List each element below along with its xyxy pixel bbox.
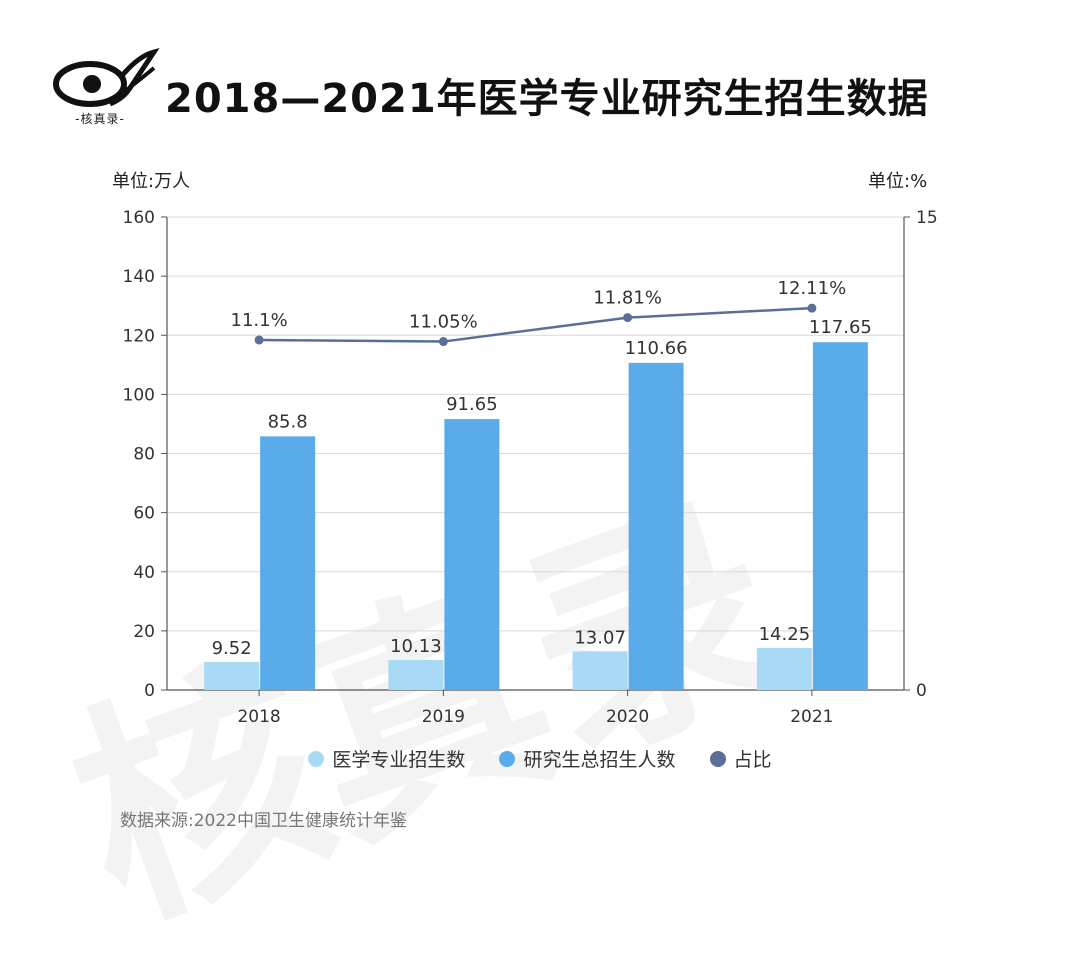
left-axis-unit: 单位:万人	[112, 171, 191, 192]
x-axis-tick-label: 2021	[790, 707, 833, 727]
left-axis-tick-label: 140	[123, 267, 155, 287]
data-label-total-2020: 110.66	[625, 338, 688, 359]
x-axis-tick-label: 2020	[606, 707, 649, 727]
left-axis-tick-label: 120	[123, 326, 155, 346]
left-axis-tick-label: 40	[133, 563, 155, 583]
chart: 0 20 40 60 80 100 120 140 160 0 15 2018 2019 2020 2021…	[123, 208, 938, 727]
bar-total-2019	[444, 419, 500, 690]
data-label-ratio-2018: 11.1%	[231, 310, 288, 331]
left-axis-tick-label: 60	[133, 504, 155, 524]
legend-swatch-medical	[308, 750, 325, 767]
ratio-point-2021	[807, 303, 817, 313]
legend-label-medical: 医学专业招生数	[332, 749, 466, 771]
legend-item-ratio: 占比	[709, 745, 772, 772]
data-label-total-2021: 117.65	[809, 317, 872, 338]
ratio-point-2020	[623, 313, 633, 323]
bar-total-2018	[260, 436, 316, 690]
right-axis-tick-label: 0	[916, 681, 927, 701]
chart-title: 2018—2021年医学专业研究生招生数据	[165, 76, 929, 122]
legend-label-total: 研究生总招生人数	[523, 749, 676, 771]
data-label-ratio-2020: 11.81%	[593, 288, 662, 309]
x-axis-tick-label: 2019	[422, 707, 465, 727]
data-label-medical-2018: 9.52	[212, 638, 252, 659]
right-axis-unit: 单位:%	[868, 171, 928, 192]
logo-icon	[53, 48, 160, 107]
data-label-medical-2020: 13.07	[574, 627, 626, 648]
bar-medical-2021	[756, 647, 812, 690]
data-label-ratio-2019: 11.05%	[409, 312, 478, 333]
data-label-total-2019: 91.65	[446, 394, 498, 415]
right-axis-tick-label: 15	[916, 208, 938, 228]
left-axis-tick-label: 20	[133, 622, 155, 642]
ratio-point-2018	[254, 335, 264, 345]
legend: 医学专业招生数 研究生总招生人数 占比	[0, 745, 1080, 772]
legend-swatch-ratio	[709, 750, 726, 767]
logo-caption: -核真录-	[75, 112, 125, 126]
legend-item-medical: 医学专业招生数	[308, 745, 465, 772]
bar-total-2020	[628, 362, 684, 690]
bar-medical-2020	[572, 651, 628, 690]
data-label-ratio-2021: 12.11%	[778, 278, 847, 299]
ratio-point-2019	[438, 337, 448, 347]
bar-total-2021	[812, 342, 868, 690]
x-axis-tick-label: 2018	[237, 707, 280, 727]
data-label-total-2018: 85.8	[268, 411, 308, 432]
data-label-medical-2019: 10.13	[390, 636, 442, 657]
left-axis-tick-label: 100	[123, 385, 155, 405]
header: -核真录- 2018—2021年医学专业研究生招生数据	[0, 0, 1080, 150]
data-source: 数据来源:2022中国卫生健康统计年鉴	[120, 811, 407, 831]
left-axis-tick-label: 160	[123, 208, 155, 228]
legend-item-total: 研究生总招生人数	[499, 745, 676, 772]
legend-swatch-total	[499, 750, 516, 767]
ratio-line	[259, 306, 812, 343]
data-label-medical-2021: 14.25	[759, 624, 811, 645]
bar-medical-2018	[204, 661, 260, 690]
bar-medical-2019	[388, 660, 444, 690]
legend-label-ratio: 占比	[733, 749, 772, 771]
left-axis-tick-label: 0	[144, 681, 155, 701]
left-axis-tick-label: 80	[133, 445, 155, 465]
